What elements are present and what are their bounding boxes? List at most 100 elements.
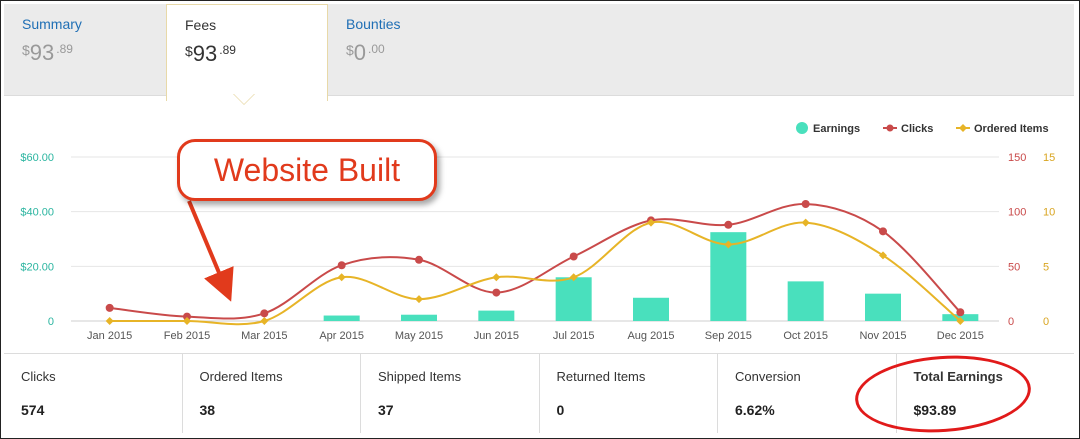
right-axis-clicks-tick-label: 0 <box>1008 316 1014 328</box>
left-axis-tick-label: $20.00 <box>20 261 54 273</box>
stat-label: Shipped Items <box>378 369 462 384</box>
tab-fees-label: Fees <box>185 17 217 33</box>
ordered-items-point <box>492 273 501 282</box>
stat-label: Ordered Items <box>199 369 283 384</box>
right-axis-clicks-tick-label: 100 <box>1008 207 1026 219</box>
clicks-point <box>569 252 578 261</box>
x-axis-tick-label: Oct 2015 <box>783 330 828 342</box>
x-axis-tick-label: Nov 2015 <box>859 330 906 342</box>
right-axis-ordered-tick-label: 10 <box>1043 207 1055 219</box>
ordered-items-point <box>647 218 655 227</box>
ordered-items-point <box>105 317 114 325</box>
right-axis-ordered-tick-label: 15 <box>1043 152 1055 164</box>
earnings-bar <box>401 314 437 321</box>
x-axis-tick-label: Feb 2015 <box>164 330 210 342</box>
clicks-point <box>801 200 810 209</box>
x-axis-tick-label: Sep 2015 <box>705 330 752 342</box>
tab-bounties[interactable]: Bounties $ 0 .00 <box>328 4 490 96</box>
tab-summary-amount: $ 93 .89 <box>22 40 166 66</box>
legend-earnings-marker <box>796 122 808 134</box>
left-axis-tick-label: 0 <box>48 316 54 328</box>
earnings-bar <box>633 297 669 321</box>
x-axis-tick-label: Dec 2015 <box>937 330 984 342</box>
ordered-items-point <box>183 317 191 325</box>
amount-whole: 93 <box>29 40 55 65</box>
earnings-bar <box>478 310 515 321</box>
x-axis-tick-label: Jan 2015 <box>87 330 132 342</box>
stat-total-earnings: Total Earnings $93.89 <box>897 354 1075 433</box>
tab-bounties-label: Bounties <box>346 16 401 32</box>
x-axis-tick-label: May 2015 <box>395 330 443 342</box>
active-tab-pointer-fill <box>234 94 254 104</box>
ordered-items-point <box>569 273 578 282</box>
stat-value: 6.62% <box>735 402 775 418</box>
ordered-items-point <box>260 317 269 325</box>
clicks-point <box>492 288 501 297</box>
currency-symbol: $ <box>22 42 30 58</box>
x-axis-tick-label: Jul 2015 <box>553 330 595 342</box>
amount-whole: 0 <box>353 40 367 65</box>
stat-value: 0 <box>556 402 565 418</box>
right-axis-ordered-tick-label: 0 <box>1043 316 1049 328</box>
amount-cents: .89 <box>219 43 236 57</box>
earnings-bar <box>323 315 360 321</box>
currency-symbol: $ <box>185 43 193 59</box>
x-axis-tick-label: Mar 2015 <box>241 330 287 342</box>
stats-row: Clicks 574 Ordered Items 38 Shipped Item… <box>4 353 1074 433</box>
stat-label: Clicks <box>21 369 56 384</box>
tab-fees[interactable]: Fees $ 93 .89 <box>166 4 328 101</box>
legend-ordered-marker <box>959 124 967 132</box>
ordered-items-point <box>956 317 965 325</box>
right-axis-clicks-tick-label: 150 <box>1008 152 1026 164</box>
stat-value: 38 <box>199 402 216 418</box>
clicks-point <box>724 220 733 229</box>
tab-summary[interactable]: Summary $ 93 .89 <box>4 4 166 96</box>
legend-earnings-label: Earnings <box>813 123 860 135</box>
arrow-line <box>187 200 234 302</box>
clicks-point <box>879 227 887 236</box>
tab-bar: Summary $ 93 .89 Fees $ 93 .89 Bounties … <box>4 4 1074 101</box>
tab-summary-label: Summary <box>22 16 82 32</box>
x-axis-tick-label: Jun 2015 <box>474 330 519 342</box>
left-axis-tick-label: $40.00 <box>20 207 54 219</box>
stat-shipped-items: Shipped Items 37 <box>361 354 540 433</box>
legend-clicks-label: Clicks <box>901 123 933 135</box>
ordered-items-point <box>801 218 810 227</box>
ordered-items-point <box>879 251 887 260</box>
clicks-point <box>337 261 346 270</box>
earnings-bar <box>555 277 592 321</box>
stat-value: 574 <box>21 402 45 418</box>
annotation-callout: Website Built <box>177 139 437 201</box>
x-axis-tick-label: Apr 2015 <box>319 330 364 342</box>
tab-fees-amount: $ 93 .89 <box>185 41 327 67</box>
stat-label: Total Earnings <box>913 369 1003 384</box>
clicks-point <box>956 308 965 317</box>
clicks-point <box>105 303 114 312</box>
ordered-items-point <box>415 295 423 304</box>
legend-ordered-label: Ordered Items <box>974 123 1049 135</box>
amount-cents: .00 <box>368 42 385 56</box>
stat-conversion: Conversion 6.62% <box>718 354 897 433</box>
stat-label: Conversion <box>735 369 801 384</box>
clicks-point <box>183 312 191 321</box>
right-axis-ordered-tick-label: 5 <box>1043 261 1049 273</box>
currency-symbol: $ <box>346 42 354 58</box>
right-axis-clicks-tick-label: 50 <box>1008 261 1020 273</box>
stat-ordered-items: Ordered Items 38 <box>183 354 361 433</box>
left-axis-tick-label: $60.00 <box>20 152 54 164</box>
clicks-point <box>415 255 423 264</box>
ordered-items-point <box>337 273 346 282</box>
clicks-point <box>260 309 269 318</box>
tab-bounties-amount: $ 0 .00 <box>346 40 490 66</box>
earnings-bar <box>787 281 824 321</box>
amount-whole: 93 <box>192 41 218 66</box>
stat-returned-items: Returned Items 0 <box>540 354 718 433</box>
earnings-bar <box>865 293 901 321</box>
stat-value: 37 <box>378 402 394 418</box>
x-axis-tick-label: Aug 2015 <box>627 330 674 342</box>
amount-cents: .89 <box>56 42 73 56</box>
annotation-text: Website Built <box>213 151 401 188</box>
stat-label: Returned Items <box>556 369 646 384</box>
legend-clicks-marker <box>886 124 894 132</box>
